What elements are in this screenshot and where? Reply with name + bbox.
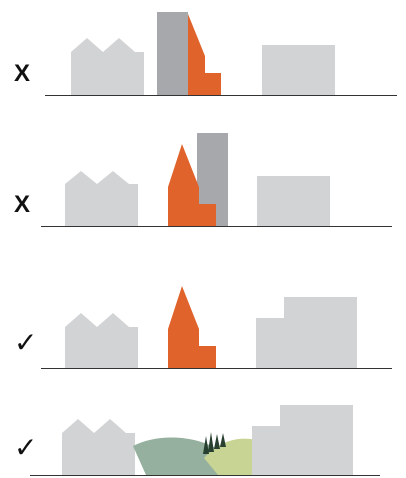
grey-tower (157, 12, 188, 95)
flat-building (262, 45, 335, 95)
stepped-building (256, 297, 357, 368)
scenario-3 (41, 286, 392, 369)
verdict-mark: X (14, 191, 31, 218)
orange-church (168, 144, 216, 226)
orange-church (188, 14, 221, 95)
verdict-mark: ✓ (14, 326, 38, 359)
gabled-building (71, 38, 144, 95)
flat-building (257, 176, 330, 226)
gabled-building (62, 419, 135, 475)
scenario-4 (30, 405, 380, 476)
scenario-2 (41, 133, 392, 227)
orange-church (168, 286, 216, 368)
verdict-mark: X (14, 60, 31, 87)
tree-cluster-icon (203, 432, 226, 454)
verdict-mark: ✓ (14, 431, 38, 464)
scenario-1 (45, 12, 397, 96)
gabled-building (65, 313, 138, 368)
stepped-building (252, 405, 353, 475)
gabled-building (65, 171, 138, 226)
